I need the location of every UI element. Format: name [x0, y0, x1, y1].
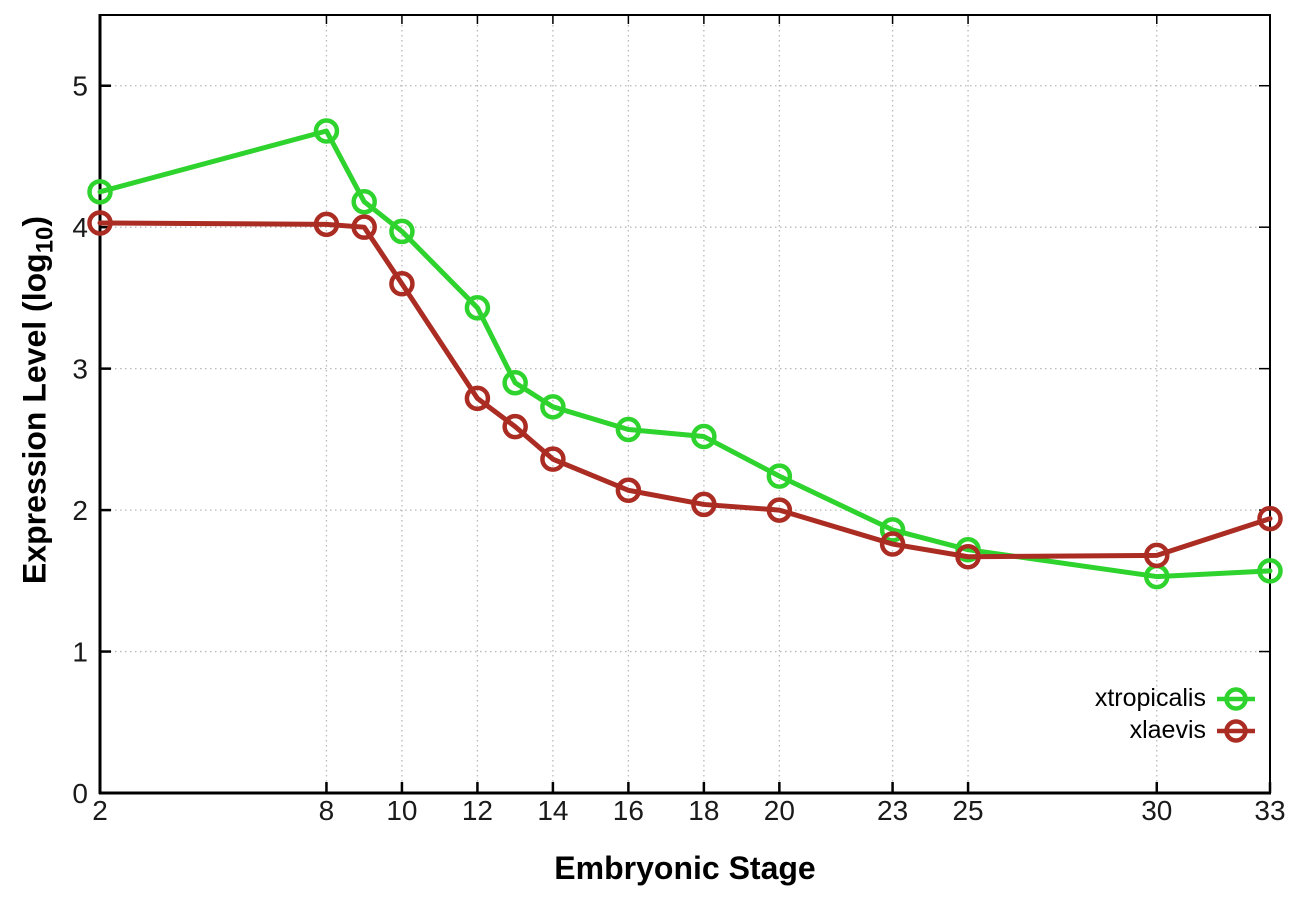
data-point-xtropicalis — [879, 517, 906, 543]
series-line-xlaevis — [97, 220, 1273, 560]
x-tick-label: 2 — [92, 795, 108, 826]
data-point-xlaevis — [691, 491, 717, 518]
data-point-xlaevis — [502, 413, 528, 440]
x-axis-title: Embryonic Stage — [554, 850, 816, 886]
data-point-xtropicalis — [464, 295, 491, 321]
data-point-xlaevis — [351, 214, 377, 240]
data-point-xlaevis — [389, 271, 415, 297]
data-point-xlaevis — [540, 446, 566, 472]
x-tick-label: 25 — [952, 795, 983, 826]
data-point-xlaevis — [464, 385, 491, 412]
x-tick-label: 14 — [537, 795, 568, 826]
data-point-xtropicalis — [87, 179, 113, 205]
y-axis-title: Expression Level (log10) — [16, 216, 59, 584]
x-tick-label: 8 — [319, 795, 335, 826]
data-point-xtropicalis — [313, 118, 340, 144]
y-tick-label: 4 — [72, 212, 88, 243]
y-tick-label: 1 — [72, 637, 88, 668]
y-axis-title-text: Expression Level (log — [16, 253, 53, 585]
data-point-xtropicalis — [351, 188, 377, 215]
y-tick-label: 3 — [72, 354, 88, 385]
series-line-xtropicalis — [97, 128, 1273, 580]
data-point-xlaevis — [1144, 542, 1170, 569]
legend: xtropicalis xlaevis — [1095, 684, 1256, 745]
y-axis-title-close-paren: ) — [16, 215, 53, 227]
data-point-xlaevis — [879, 531, 906, 557]
y-axis-title-subscript: 10 — [31, 226, 59, 254]
data-point-xlaevis — [313, 211, 340, 238]
y-tick-label: 2 — [72, 495, 88, 526]
x-tick-label: 23 — [877, 795, 908, 826]
data-point-xlaevis — [955, 544, 981, 570]
data-point-xtropicalis — [389, 218, 415, 245]
data-point-xtropicalis — [540, 394, 566, 420]
data-point-xtropicalis — [615, 416, 642, 443]
legend-marker-circle-icon — [1217, 718, 1255, 743]
data-point-xtropicalis — [766, 463, 793, 489]
data-point-xlaevis — [766, 497, 793, 523]
x-tick-label: 33 — [1254, 795, 1285, 826]
x-tick-label: 12 — [462, 795, 493, 826]
data-point-xlaevis — [615, 477, 642, 504]
data-point-xtropicalis — [1257, 558, 1283, 584]
x-tick-label: 20 — [764, 795, 795, 826]
data-point-xlaevis — [87, 210, 113, 236]
data-point-xtropicalis — [502, 370, 528, 396]
x-tick-label: 16 — [613, 795, 644, 826]
y-tick-label: 0 — [72, 778, 88, 809]
legend-item-xtropicalis: xtropicalis — [1095, 684, 1256, 713]
legend-marker-circle-icon — [1217, 686, 1255, 711]
x-tick-label: 30 — [1141, 795, 1172, 826]
x-tick-label: 10 — [386, 795, 417, 826]
data-point-xlaevis — [1257, 505, 1283, 532]
data-point-xtropicalis — [691, 423, 717, 450]
x-tick-label: 18 — [688, 795, 719, 826]
plot-frame — [99, 14, 1271, 794]
legend-label-xtropicalis: xtropicalis — [1094, 684, 1206, 712]
legend-label-xlaevis: xlaevis — [1129, 716, 1206, 744]
legend-item-xlaevis: xlaevis — [1130, 716, 1256, 745]
y-tick-label: 5 — [72, 71, 88, 102]
